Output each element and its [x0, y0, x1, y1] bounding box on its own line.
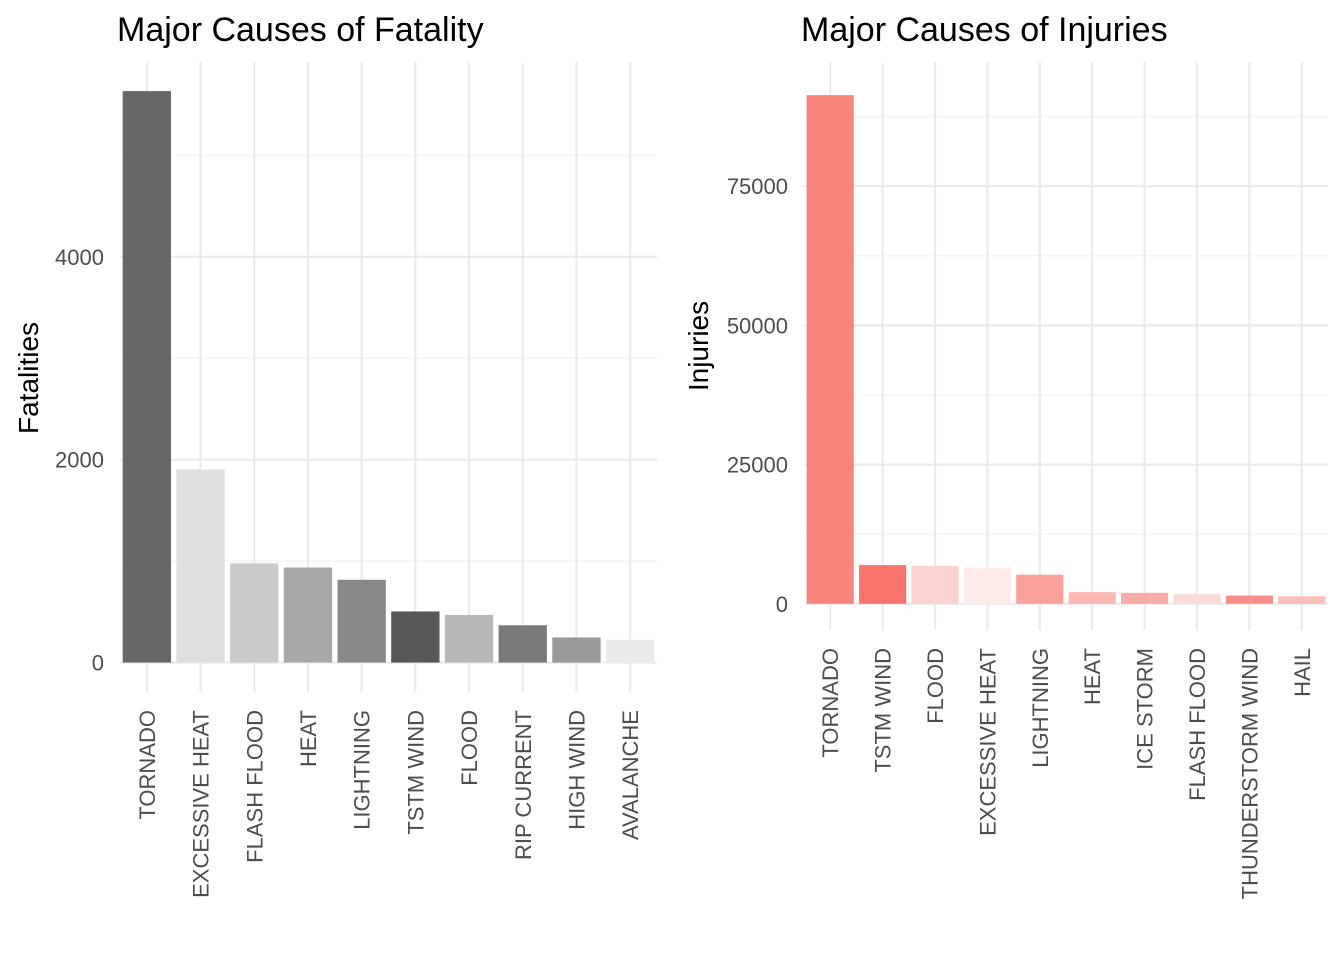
bar-thunderstorm-wind	[1225, 595, 1273, 604]
y-tick-label: 0	[92, 651, 104, 676]
y-tick-label: 75000	[727, 174, 788, 199]
x-tick-label: HEAT	[296, 710, 321, 767]
bar-high-wind	[552, 637, 601, 663]
bar-flood	[444, 614, 494, 663]
chart-panel-2: 0 25000 50000 75000 TORNADO TSTM WIND FLOOD EXC…	[683, 11, 1328, 899]
x-tick-label: AVALANCHE	[618, 710, 643, 840]
y-axis-label: Fatalities	[13, 322, 44, 434]
bar-flood	[911, 566, 959, 604]
y-axis-label: Injuries	[683, 301, 714, 391]
chart-panel-1: 0 2000 4000 TORNADO EXCESSIVE HEAT FLASH FLOO…	[13, 11, 657, 898]
y-tick-label: 2000	[55, 448, 104, 473]
bar-hail	[1278, 596, 1326, 604]
bar-lightning	[337, 579, 386, 663]
x-tick-label: TSTM WIND	[403, 710, 428, 835]
x-tick-label: HIGH WIND	[564, 710, 589, 830]
bar-flash-flood	[1173, 593, 1221, 604]
bar-ice-storm	[1121, 592, 1169, 604]
x-tick-label: HEAT	[1080, 648, 1105, 705]
x-tick-label: TORNADO	[818, 648, 843, 758]
x-tick-label: FLOOD	[923, 648, 948, 724]
x-tick-label: LIGHTNING	[1028, 648, 1053, 768]
y-tick-label: 4000	[55, 245, 104, 270]
bar-lightning	[1016, 574, 1064, 604]
x-tick-label: FLASH FLOOD	[1185, 648, 1210, 801]
bar-heat	[1068, 592, 1116, 604]
bar-excessive-heat	[963, 567, 1011, 604]
y-tick-label: 0	[776, 592, 788, 617]
bar-tornado	[122, 91, 172, 663]
x-tick-label: TORNADO	[135, 710, 160, 820]
bar-tornado	[806, 95, 854, 604]
bar-tstm-wind	[859, 565, 907, 604]
x-tick-label: FLASH FLOOD	[242, 710, 267, 863]
x-tick-label: LIGHTNING	[350, 710, 375, 830]
x-tick-label: EXCESSIVE HEAT	[975, 648, 1000, 836]
x-tick-label: HAIL	[1290, 648, 1315, 697]
bar-flash-flood	[230, 563, 279, 663]
x-tick-label: RIP CURRENT	[511, 710, 536, 860]
bar-rip-current	[498, 625, 547, 663]
chart-title: Major Causes of Fatality	[117, 11, 484, 49]
bar-heat	[283, 567, 333, 663]
x-tick-label: EXCESSIVE HEAT	[189, 710, 214, 898]
x-tick-label: ICE STORM	[1133, 648, 1158, 770]
x-tick-label: TSTM WIND	[871, 648, 896, 773]
bar-tstm-wind	[391, 611, 440, 663]
bar-avalanche	[605, 639, 655, 663]
x-tick-label: THUNDERSTORM WIND	[1237, 648, 1262, 899]
y-tick-label: 50000	[727, 313, 788, 338]
y-tick-label: 25000	[727, 453, 788, 478]
bar-excessive-heat	[176, 469, 225, 663]
x-tick-label: FLOOD	[457, 710, 482, 786]
chart-title: Major Causes of Injuries	[801, 11, 1168, 49]
